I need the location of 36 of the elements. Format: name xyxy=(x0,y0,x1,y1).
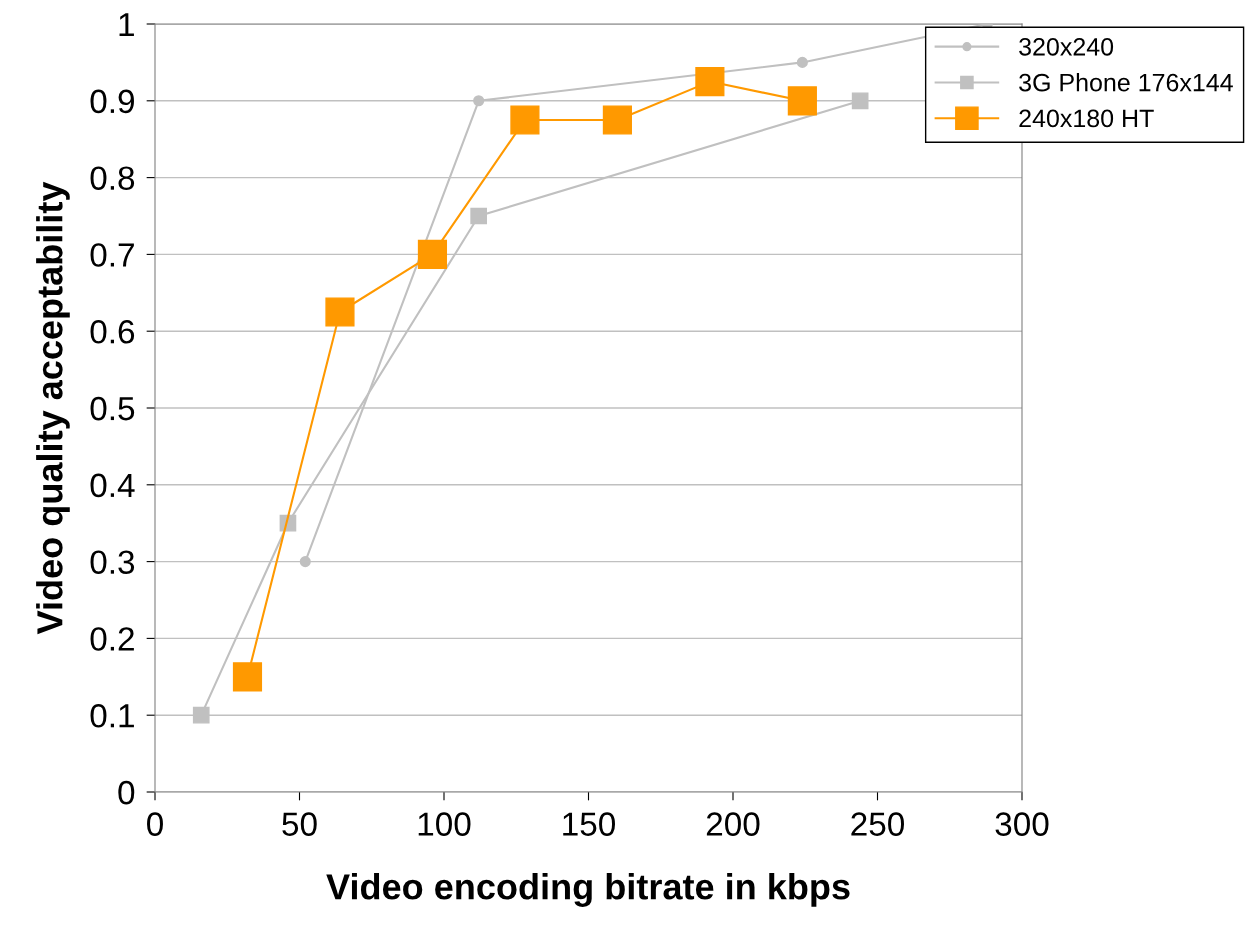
point xyxy=(470,207,488,225)
x-tick-label: 50 xyxy=(282,812,317,836)
point xyxy=(695,67,725,97)
legend-label: 320x240 xyxy=(1019,37,1114,56)
x-tick-label: 300 xyxy=(995,812,1049,836)
x-tick-label: 250 xyxy=(851,812,905,836)
y-tick-label: 0.1 xyxy=(90,704,134,728)
point xyxy=(602,105,632,135)
x-tick-label: 0 xyxy=(147,812,163,836)
y-tick-label: 0.5 xyxy=(90,396,135,421)
y-tick-label: 1 xyxy=(119,13,134,37)
point xyxy=(473,95,485,107)
point xyxy=(787,86,817,116)
point xyxy=(417,239,448,269)
point xyxy=(232,662,263,692)
y-tick-label: 0 xyxy=(118,780,135,805)
x-tick-label: 150 xyxy=(563,812,616,836)
legend-label: 240x180 HT xyxy=(1019,109,1154,128)
x-tick-label: 200 xyxy=(706,812,760,836)
y-tick-label: 0.2 xyxy=(90,627,134,651)
point xyxy=(510,105,540,135)
point xyxy=(851,92,869,110)
y-tick-label: 0.9 xyxy=(90,89,134,114)
point xyxy=(325,297,355,327)
y-tick-label: 0.3 xyxy=(90,550,135,575)
y-tick-label: 0.6 xyxy=(90,320,135,344)
y-tick-label: 0.8 xyxy=(90,166,135,191)
y-tick-label: 0.4 xyxy=(90,473,135,498)
point xyxy=(299,556,311,568)
legend-label: 3G Phone 176x144 xyxy=(1019,73,1233,92)
y-tick-label: 0.7 xyxy=(90,243,134,267)
point xyxy=(192,706,210,724)
x-axis-title: Video encoding bitrate in kbps xyxy=(326,873,850,907)
x-tick-label: 100 xyxy=(418,812,471,836)
point xyxy=(796,56,808,68)
y-axis-title: Video quality acceptability xyxy=(36,181,70,635)
